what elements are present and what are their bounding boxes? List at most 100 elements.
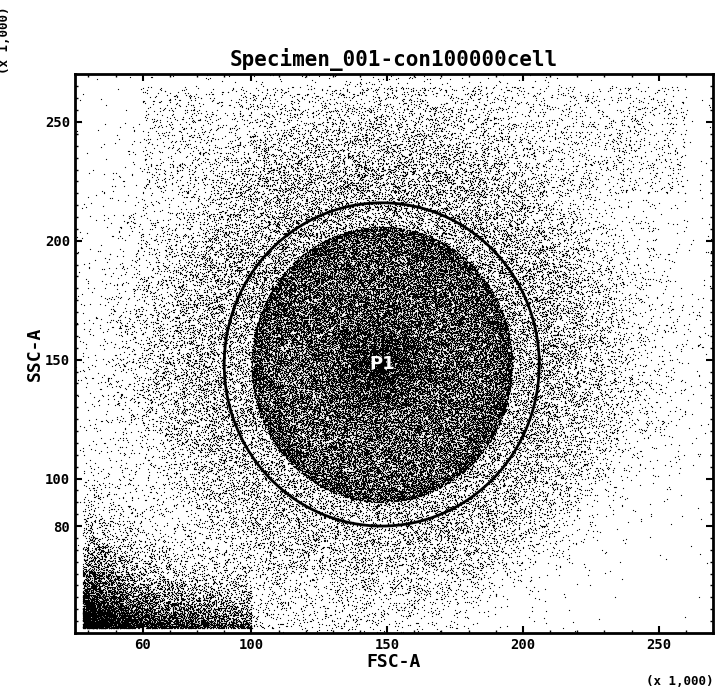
Point xyxy=(516,356,528,367)
Point xyxy=(325,495,336,507)
Point xyxy=(541,378,552,389)
Point xyxy=(474,290,485,301)
Point xyxy=(92,601,104,612)
Point xyxy=(86,372,98,383)
Point xyxy=(366,340,377,351)
Point xyxy=(383,331,395,342)
Point xyxy=(206,488,217,499)
Point xyxy=(221,598,233,609)
Point xyxy=(508,344,519,356)
Point xyxy=(391,476,402,487)
Point xyxy=(316,384,328,395)
Point xyxy=(519,469,531,480)
Point xyxy=(354,430,365,441)
Point xyxy=(563,377,575,388)
Point xyxy=(350,455,361,466)
Point xyxy=(384,473,396,484)
Point xyxy=(266,423,277,434)
Point xyxy=(386,249,397,261)
Point xyxy=(470,272,482,283)
Point xyxy=(378,346,390,357)
Point xyxy=(325,468,337,479)
Point xyxy=(454,112,466,123)
Point xyxy=(350,418,361,429)
Point xyxy=(452,451,464,462)
Point xyxy=(185,191,197,202)
Point xyxy=(163,411,175,422)
Point xyxy=(572,367,583,378)
Point xyxy=(342,204,354,215)
Point xyxy=(148,304,160,315)
Point xyxy=(260,602,271,613)
Point xyxy=(351,351,362,362)
Point xyxy=(110,606,122,617)
Point xyxy=(203,590,215,601)
Point xyxy=(297,490,308,501)
Point xyxy=(396,258,408,270)
Point xyxy=(417,386,428,397)
Point xyxy=(80,622,91,633)
Point xyxy=(330,533,342,544)
Point xyxy=(434,245,446,256)
Point xyxy=(377,254,388,265)
Point xyxy=(325,376,337,387)
Point xyxy=(494,220,505,231)
Point xyxy=(349,296,361,307)
Point xyxy=(398,257,410,268)
Point xyxy=(549,238,561,249)
Point xyxy=(373,351,384,362)
Point xyxy=(279,134,290,145)
Point xyxy=(325,310,336,322)
Point xyxy=(210,611,221,622)
Point xyxy=(428,313,440,324)
Point xyxy=(309,322,320,333)
Point xyxy=(279,247,290,258)
Point xyxy=(450,252,462,263)
Point xyxy=(305,172,317,183)
Point xyxy=(337,365,348,376)
Point xyxy=(396,322,408,333)
Point xyxy=(375,363,387,374)
Point xyxy=(375,438,387,449)
Point xyxy=(329,440,341,451)
Point xyxy=(426,465,437,476)
Point xyxy=(266,343,278,354)
Point xyxy=(449,259,461,270)
Point xyxy=(407,483,418,494)
Point xyxy=(406,222,418,234)
Point xyxy=(279,167,290,178)
Point xyxy=(607,495,618,506)
Point xyxy=(167,320,179,331)
Point xyxy=(345,304,356,315)
Point xyxy=(127,615,138,626)
Point xyxy=(488,425,500,436)
Point xyxy=(575,281,587,292)
Point xyxy=(318,150,330,161)
Point xyxy=(343,450,354,461)
Point xyxy=(120,586,131,597)
Point xyxy=(233,483,245,494)
Point xyxy=(428,233,440,244)
Point xyxy=(418,432,430,444)
Point xyxy=(358,327,369,338)
Point xyxy=(460,301,472,312)
Point xyxy=(388,369,400,380)
Point xyxy=(413,164,425,175)
Point xyxy=(660,88,672,99)
Point xyxy=(321,293,333,304)
Point xyxy=(184,486,195,498)
Point xyxy=(202,612,213,623)
Point xyxy=(410,231,421,243)
Point xyxy=(397,610,408,621)
Point xyxy=(408,253,420,264)
Point xyxy=(364,102,375,113)
Point xyxy=(283,272,294,283)
Point xyxy=(364,324,375,335)
Point xyxy=(197,621,209,632)
Point xyxy=(459,256,471,267)
Point xyxy=(384,451,395,462)
Point xyxy=(136,588,148,599)
Point xyxy=(301,426,312,437)
Point xyxy=(452,269,464,280)
Point xyxy=(368,226,379,237)
